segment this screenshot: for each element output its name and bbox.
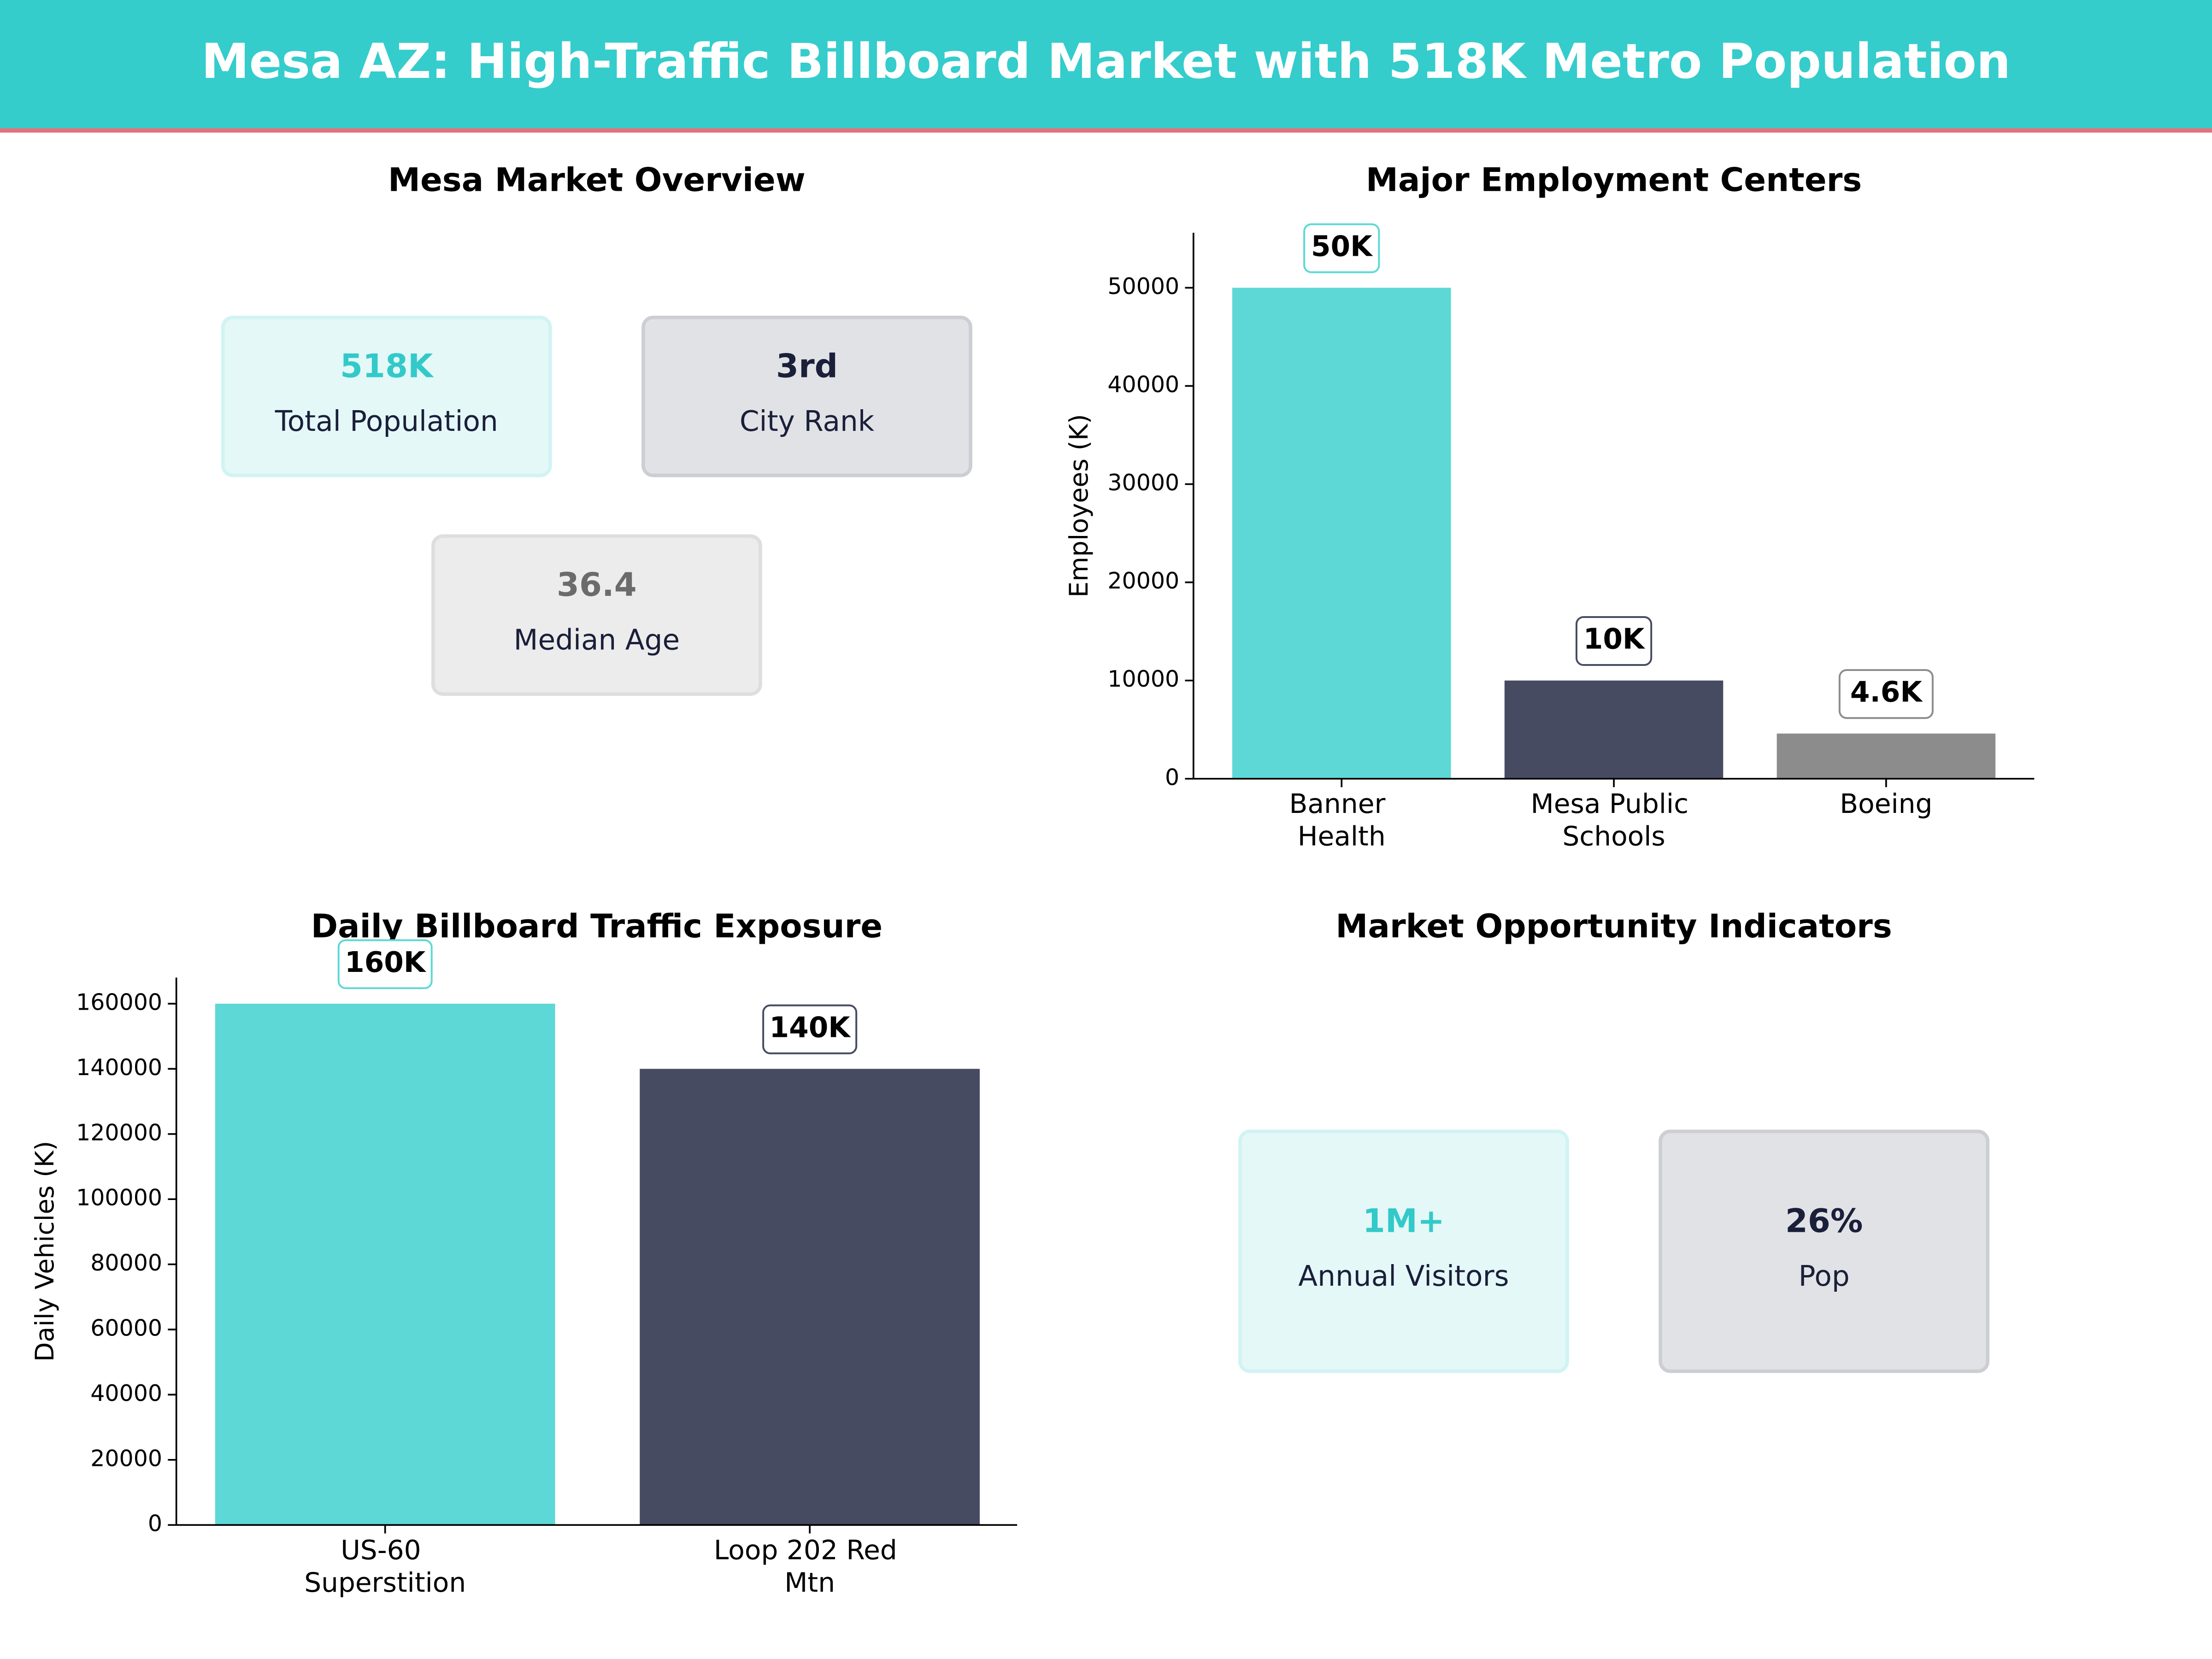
y-tick-label: 50000 bbox=[1107, 273, 1179, 300]
x-tick-label: US-60 Superstition bbox=[304, 1534, 466, 1598]
kpi-value: 3rd bbox=[776, 347, 838, 385]
bar bbox=[640, 1069, 980, 1525]
kpi-card bbox=[431, 534, 762, 696]
value-label-box bbox=[337, 939, 433, 989]
panel-title: Market Opportunity Indicators bbox=[1335, 907, 1892, 945]
y-axis-label: Employees (K) bbox=[1064, 414, 1094, 597]
y-tick-label: 80000 bbox=[90, 1250, 162, 1276]
kpi-label: Pop bbox=[1799, 1260, 1850, 1293]
kpi-label: Total Population bbox=[275, 405, 498, 438]
x-tick-label: Loop 202 Red Mtn bbox=[714, 1534, 906, 1598]
x-tick-label: Banner Health bbox=[1289, 788, 1394, 852]
value-label-box bbox=[762, 1004, 858, 1054]
y-tick-label: 40000 bbox=[1107, 371, 1179, 398]
value-label: 160K bbox=[345, 946, 427, 979]
y-axis-label: Daily Vehicles (K) bbox=[30, 1141, 59, 1362]
y-tick-label: 40000 bbox=[90, 1380, 162, 1406]
panel-title: Major Employment Centers bbox=[1366, 161, 1862, 199]
header-rule bbox=[0, 128, 2212, 133]
kpi-card bbox=[1238, 1130, 1569, 1373]
bar bbox=[215, 1003, 555, 1525]
panel-title: Daily Billboard Traffic Exposure bbox=[311, 907, 882, 945]
kpi-value: 36.4 bbox=[557, 566, 637, 604]
y-tick-label: 100000 bbox=[76, 1185, 162, 1211]
kpi-label: City Rank bbox=[740, 405, 875, 438]
page-title: Mesa AZ: High-Traffic Billboard Market w… bbox=[201, 33, 2011, 89]
header-bar bbox=[0, 0, 2212, 130]
y-tick-label: 120000 bbox=[76, 1119, 162, 1146]
y-tick-label: 140000 bbox=[76, 1054, 162, 1081]
bar bbox=[1232, 288, 1451, 779]
y-tick-label: 30000 bbox=[1107, 470, 1179, 496]
panel-title: Mesa Market Overview bbox=[388, 161, 806, 199]
value-label: 4.6K bbox=[1850, 676, 1923, 709]
value-label-box bbox=[1838, 669, 1934, 719]
y-tick-label: 60000 bbox=[90, 1315, 162, 1341]
y-tick-label: 160000 bbox=[76, 989, 162, 1015]
y-tick-label: 20000 bbox=[90, 1445, 162, 1471]
kpi-label: Median Age bbox=[514, 624, 680, 656]
value-label: 10K bbox=[1583, 623, 1646, 656]
bar bbox=[1777, 733, 1996, 779]
x-tick-label: Boeing bbox=[1840, 788, 1932, 819]
x-tick-label: Mesa Public Schools bbox=[1531, 788, 1697, 852]
kpi-value: 26% bbox=[1785, 1202, 1863, 1240]
value-label-box bbox=[1303, 223, 1380, 273]
kpi-value: 1M+ bbox=[1363, 1202, 1445, 1240]
kpi-card bbox=[1659, 1130, 1990, 1373]
kpi-label: Annual Visitors bbox=[1298, 1260, 1509, 1293]
y-tick-label: 0 bbox=[148, 1511, 162, 1537]
kpi-card bbox=[641, 315, 972, 477]
value-label-box bbox=[1575, 616, 1653, 666]
y-tick-label: 10000 bbox=[1107, 666, 1179, 692]
y-tick-label: 0 bbox=[1165, 764, 1179, 790]
value-label: 140K bbox=[770, 1011, 852, 1044]
value-label: 50K bbox=[1311, 230, 1373, 263]
bar bbox=[1504, 680, 1724, 779]
kpi-card bbox=[221, 315, 552, 477]
y-tick-label: 20000 bbox=[1107, 568, 1179, 594]
kpi-value: 518K bbox=[340, 347, 434, 385]
